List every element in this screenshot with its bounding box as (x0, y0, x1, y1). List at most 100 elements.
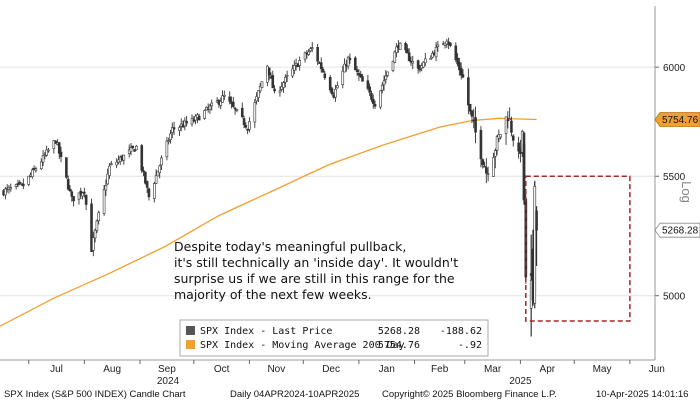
candle (456, 53, 459, 67)
candle (228, 91, 231, 105)
candle (474, 106, 477, 144)
candle (386, 71, 389, 78)
candle (233, 107, 237, 115)
legend-change: -.92 (458, 340, 482, 351)
candle (145, 180, 149, 193)
y-axis: 5000 5500 6000 (654, 6, 686, 360)
x-month-label: Dec (322, 364, 340, 375)
candle (436, 40, 440, 52)
candle (178, 125, 181, 136)
candle (359, 70, 362, 79)
candle (246, 128, 249, 135)
candle (257, 90, 260, 103)
candle (278, 86, 282, 97)
annotation-line: surprise us if we are still in this rang… (174, 271, 455, 286)
candle (22, 178, 25, 190)
candle (72, 196, 75, 207)
candle (18, 180, 22, 186)
x-month-label: Sep (158, 364, 176, 375)
candle (393, 50, 397, 64)
footer-title: SPX Index (S&P 500 INDEX) Candle Chart (4, 389, 186, 400)
candle (192, 116, 196, 123)
candle (310, 42, 314, 52)
candle (330, 86, 334, 96)
candle (253, 98, 257, 128)
x-month-label: Jul (50, 364, 63, 375)
candle (461, 69, 465, 79)
candle (57, 141, 61, 160)
x-month-label: Nov (267, 364, 285, 375)
legend-change: -188.62 (440, 326, 482, 337)
candle (454, 42, 458, 63)
candle (90, 198, 93, 253)
candle (185, 116, 188, 127)
candle (348, 53, 352, 64)
candle (404, 41, 407, 53)
candle (355, 66, 359, 76)
candle (4, 186, 7, 200)
candle (31, 167, 34, 179)
candle (303, 51, 307, 63)
annotation-line: Despite today's meaningful pullback, (174, 239, 406, 254)
candle (416, 59, 420, 74)
candle (449, 42, 452, 48)
candle (129, 142, 133, 156)
candle (93, 228, 97, 243)
x-year-label: 2024 (157, 376, 180, 387)
candle (14, 183, 18, 190)
scale-label: Log (679, 181, 694, 203)
candle (68, 185, 72, 193)
candle (210, 99, 214, 111)
candle (271, 70, 275, 89)
candle (479, 126, 483, 168)
candle (284, 74, 287, 88)
candle (486, 166, 490, 182)
candle (291, 64, 294, 79)
x-month-label: Aug (103, 364, 121, 375)
candle (499, 134, 502, 140)
candle (108, 163, 111, 179)
candle (235, 109, 239, 113)
candle (422, 61, 425, 69)
candle (197, 113, 201, 121)
candle (109, 160, 113, 166)
candle (293, 60, 296, 75)
candle (506, 111, 510, 129)
candle (280, 81, 284, 92)
legend-value: 5754.76 (378, 340, 420, 351)
candle (77, 192, 81, 205)
candle (106, 168, 109, 186)
y-tick-label: 5500 (663, 172, 686, 183)
candle (165, 137, 169, 161)
candle (341, 65, 345, 89)
candle (156, 170, 160, 177)
x-month-label: Oct (214, 364, 230, 375)
candle (219, 97, 223, 110)
candle (508, 107, 511, 121)
candle (354, 56, 357, 71)
annotation-line: it's still technically an 'inside day'. … (174, 255, 458, 270)
candle (467, 68, 470, 115)
candle (492, 152, 495, 178)
candle (81, 191, 84, 200)
legend: SPX Index - Last Price 5268.28 -188.62 SPX … (179, 319, 489, 357)
candle (470, 110, 474, 123)
candle (273, 85, 276, 94)
candle (485, 158, 488, 184)
candle (368, 83, 371, 97)
candle (59, 146, 63, 163)
candle (468, 103, 472, 115)
candle (242, 115, 246, 129)
candle (194, 114, 197, 125)
candle (208, 104, 212, 115)
candle (411, 55, 415, 70)
candle (481, 158, 485, 169)
candle (366, 74, 370, 91)
candle (309, 46, 312, 53)
candle (83, 187, 86, 198)
candle (95, 219, 99, 234)
candle (336, 81, 339, 89)
range-box (525, 175, 631, 322)
candle (135, 145, 138, 151)
